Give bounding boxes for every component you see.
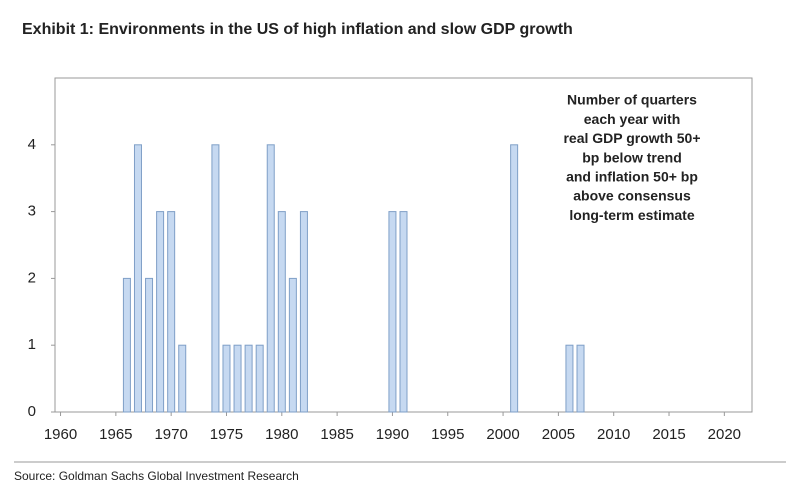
x-tick-label: 2005 bbox=[542, 426, 575, 443]
bar bbox=[211, 144, 220, 413]
x-tick-label: 2010 bbox=[597, 426, 630, 443]
bar bbox=[576, 344, 585, 413]
annotation: each year with bbox=[584, 111, 681, 127]
bar bbox=[299, 211, 308, 413]
x-tick-label: 1975 bbox=[210, 426, 243, 443]
chart-title: Exhibit 1: Environments in the US of hig… bbox=[22, 21, 573, 38]
bar bbox=[233, 344, 242, 413]
bar bbox=[399, 211, 408, 413]
y-tick-label: 3 bbox=[28, 203, 36, 220]
bar bbox=[167, 211, 176, 413]
bar bbox=[565, 344, 574, 413]
bar bbox=[133, 144, 142, 413]
y-tick-label: 1 bbox=[28, 336, 36, 353]
bar bbox=[510, 144, 519, 413]
annotation: above consensus bbox=[573, 188, 691, 204]
x-tick-label: 1970 bbox=[154, 426, 187, 443]
bar bbox=[156, 211, 165, 413]
x-tick-label: 2020 bbox=[708, 426, 741, 443]
x-tick-label: 1985 bbox=[320, 426, 353, 443]
annotation: Number of quarters bbox=[567, 92, 697, 108]
annotation: real GDP growth 50+ bbox=[563, 130, 700, 146]
x-tick-label: 1960 bbox=[44, 426, 77, 443]
y-tick-label: 2 bbox=[28, 269, 36, 286]
bar bbox=[178, 344, 187, 413]
bar bbox=[222, 344, 231, 413]
bar bbox=[244, 344, 253, 413]
bar bbox=[145, 277, 154, 413]
x-tick-label: 1980 bbox=[265, 426, 298, 443]
annotation: long-term estimate bbox=[569, 207, 694, 223]
bar bbox=[277, 211, 286, 413]
annotation: and inflation 50+ bp bbox=[566, 169, 698, 185]
x-tick-label: 1965 bbox=[99, 426, 132, 443]
source: Source: Goldman Sachs Global Investment … bbox=[14, 469, 299, 483]
y-tick-label: 0 bbox=[28, 403, 36, 420]
bar bbox=[388, 211, 397, 413]
x-tick-label: 2015 bbox=[652, 426, 685, 443]
bar bbox=[288, 277, 297, 413]
x-tick-label: 1995 bbox=[431, 426, 464, 443]
x-tick-label: 2000 bbox=[486, 426, 519, 443]
y-tick-label: 4 bbox=[28, 136, 36, 153]
bar bbox=[122, 277, 131, 413]
x-tick-label: 1990 bbox=[376, 426, 409, 443]
annotation: bp below trend bbox=[582, 149, 682, 165]
bar bbox=[266, 144, 275, 413]
bar bbox=[255, 344, 264, 413]
